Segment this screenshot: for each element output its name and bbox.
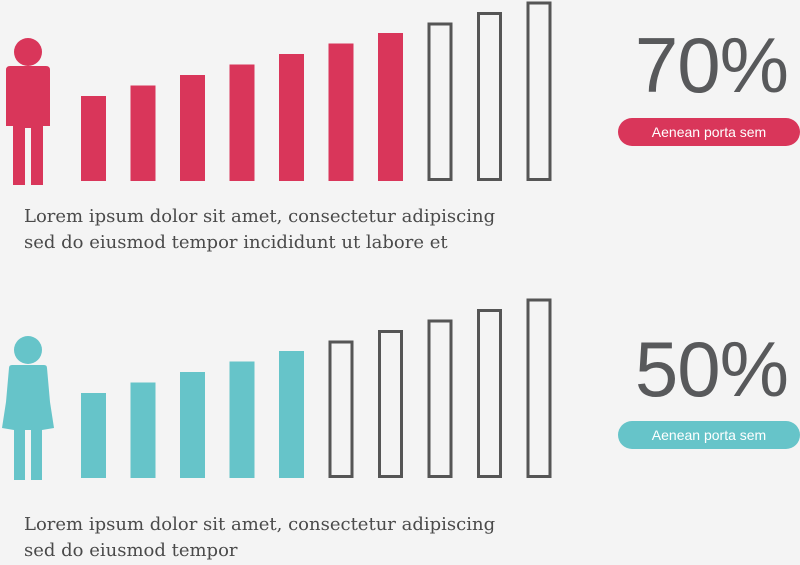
male-bar-chart <box>81 1 552 181</box>
description-line-1: Lorem ipsum dolor sit amet, consectetur … <box>24 514 496 535</box>
male-person-icon <box>6 38 50 185</box>
percentage-label: 50% <box>634 325 789 413</box>
description-line-1: Lorem ipsum dolor sit amet, consectetur … <box>24 206 496 227</box>
empty-bar <box>427 22 453 181</box>
body <box>2 365 54 480</box>
description-text: Lorem ipsum dolor sit amet, consectetur … <box>24 512 495 564</box>
filled-bar <box>229 64 255 181</box>
female-stat-section: 50% Aenean porta sem Lorem ipsum dolor s… <box>0 290 800 565</box>
empty-bar <box>328 340 354 478</box>
category-pill: Aenean porta sem <box>618 421 800 449</box>
empty-bar <box>378 330 403 478</box>
category-pill: Aenean porta sem <box>618 118 800 146</box>
empty-bar <box>477 12 502 181</box>
empty-bar <box>526 298 552 478</box>
female-person-icon <box>2 336 54 480</box>
percentage-label: 70% <box>634 21 789 109</box>
filled-bar <box>180 372 205 478</box>
filled-bar <box>279 54 304 181</box>
filled-bar <box>81 393 106 478</box>
filled-bar <box>130 382 156 478</box>
filled-bar <box>180 75 205 181</box>
filled-bar <box>229 361 255 478</box>
filled-bar <box>130 85 156 181</box>
empty-bar <box>477 309 502 478</box>
female-bar-chart <box>81 298 552 478</box>
head <box>14 38 42 66</box>
empty-bar <box>526 1 552 181</box>
description-line-2: sed do eiusmod tempor <box>24 540 238 561</box>
description-line-2: sed do eiusmod tempor incididunt ut labo… <box>24 232 448 253</box>
description-text: Lorem ipsum dolor sit amet, consectetur … <box>24 204 495 256</box>
body <box>6 66 50 185</box>
filled-bar <box>279 351 304 478</box>
filled-bar <box>81 96 106 181</box>
male-stat-section: 70% Aenean porta sem Lorem ipsum dolor s… <box>0 0 800 280</box>
empty-bar <box>427 319 453 478</box>
filled-bar <box>328 43 354 181</box>
filled-bar <box>378 33 403 181</box>
head <box>14 336 42 364</box>
